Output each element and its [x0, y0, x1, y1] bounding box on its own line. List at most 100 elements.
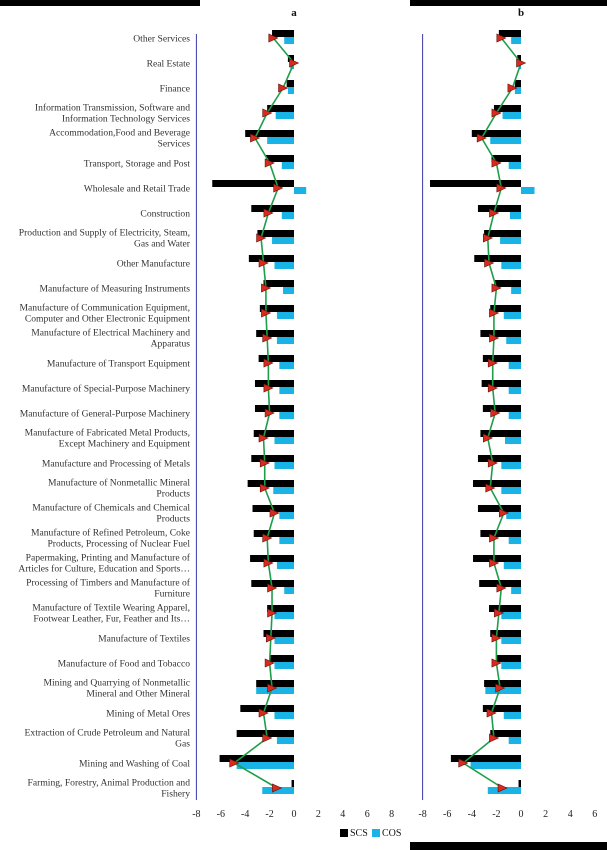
x-tick-label: 0	[519, 809, 524, 820]
scs-bar	[491, 155, 521, 162]
net-marker	[263, 208, 274, 218]
net-marker	[489, 558, 500, 568]
cos-bar	[508, 537, 521, 544]
scs-bar	[482, 355, 521, 362]
category-label-line: Mining and Washing of Coal	[79, 759, 190, 770]
cos-bar	[501, 262, 521, 269]
scs-bar	[474, 255, 521, 262]
category-label: Information Transmission, Software and In…	[35, 103, 190, 125]
category-label-line: Manufacture of Food and Tobacco	[58, 659, 191, 670]
x-tick-label: 6	[365, 809, 370, 820]
net-marker	[264, 658, 275, 668]
scs-bar	[250, 555, 294, 562]
scs-bar	[490, 305, 521, 312]
net-marker	[486, 708, 497, 718]
category-label: Manufacture of Textile Wearing Apparel, F…	[32, 603, 190, 625]
cos-bar	[514, 87, 521, 94]
category-label: Manufacture and Processing of Metals	[42, 459, 190, 470]
scs-bar	[254, 380, 294, 387]
category-label-line: Extraction of Crude Petroleum and Natura…	[25, 728, 191, 739]
net-marker	[267, 583, 278, 593]
category-label-line: Finance	[160, 84, 190, 95]
net-marker	[489, 533, 500, 543]
category-label: Mining and Washing of Coal	[79, 759, 190, 770]
category-label-line: Mineral and Other Mineral	[86, 689, 190, 700]
x-tick-label: 0	[292, 809, 297, 820]
scs-bar	[489, 605, 521, 612]
scs-bar	[514, 80, 521, 87]
net-marker	[476, 133, 487, 143]
net-marker	[263, 383, 274, 393]
cos-bar	[274, 462, 294, 469]
scs-bar	[251, 455, 294, 462]
net-marker	[482, 233, 494, 243]
net-marker	[259, 458, 270, 468]
category-label: Construction	[140, 209, 190, 220]
net-marker	[266, 633, 277, 643]
scs-bar	[257, 230, 294, 237]
scs-bar	[251, 580, 294, 587]
net-marker	[484, 258, 495, 268]
net-marker	[267, 608, 278, 618]
panel-a: a -8 -6 -4 -2 0 2 4 6 8	[192, 7, 394, 820]
category-label-line: Transport, Storage and Post	[84, 159, 191, 170]
category-label-line: Services	[157, 139, 190, 150]
net-marker	[272, 783, 283, 793]
category-label-line: Mining of Metal Ores	[106, 709, 190, 720]
net-marker	[258, 708, 269, 718]
category-label-line: Manufacture of Textiles	[98, 634, 190, 645]
cos-bar	[521, 187, 535, 194]
cos-bar	[276, 337, 294, 344]
cos-bar	[279, 387, 294, 394]
category-label-line: Manufacture of General-Purpose Machinery	[20, 409, 190, 420]
scs-bar	[480, 330, 521, 337]
x-tick-label: -2	[265, 809, 273, 820]
category-label-line: Manufacture of Nonmetallic Mineral	[48, 478, 190, 489]
net-marker	[496, 183, 507, 193]
category-label-line: Manufacture of Communication Equipment,	[19, 303, 190, 314]
scs-bar	[517, 55, 521, 62]
cos-bar	[281, 162, 294, 169]
legend-swatch-cos	[372, 829, 380, 837]
net-marker	[289, 58, 300, 68]
category-label-line: Products	[156, 489, 190, 500]
net-marker	[263, 358, 274, 368]
cos-bar	[503, 712, 521, 719]
scs-bar	[471, 130, 521, 137]
category-label-line: Furniture	[154, 589, 190, 600]
scs-bar	[482, 705, 521, 712]
category-label-line: Accommodation,Food and Beverage	[49, 128, 190, 139]
scs-bar	[450, 755, 521, 762]
net-marker	[491, 658, 502, 668]
scs-bar	[490, 630, 521, 637]
category-label: Mining and Quarrying of Nonmetallic Miner…	[43, 678, 190, 700]
category-label-line: Processing of Timbers and Manufacture of	[26, 578, 191, 589]
category-label-line: Construction	[140, 209, 190, 220]
scs-bar	[219, 755, 294, 762]
scs-bar	[272, 30, 294, 37]
cos-bar	[272, 237, 294, 244]
category-label-line: Except Machinery and Equipment	[59, 439, 191, 450]
category-label-line: Articles for Culture, Education and Spor…	[18, 564, 190, 575]
cos-bar	[501, 662, 521, 669]
scs-bar	[256, 330, 294, 337]
cos-bar	[274, 637, 294, 644]
scs-bar	[481, 380, 521, 387]
net-marker	[491, 283, 502, 293]
cos-bar	[502, 112, 521, 119]
cos-bar	[279, 412, 294, 419]
scs-bar	[258, 355, 294, 362]
cos-bar	[274, 612, 294, 619]
net-marker	[262, 533, 273, 543]
scs-bar	[498, 30, 521, 37]
net-marker	[489, 208, 500, 218]
cos-bar	[508, 362, 521, 369]
scs-bar	[256, 680, 294, 687]
category-label: Papermaking, Printing and Manufacture of…	[18, 553, 190, 575]
cos-bar	[506, 512, 521, 519]
cos-bar	[508, 737, 521, 744]
scs-bar	[247, 480, 294, 487]
net-marker	[261, 283, 272, 293]
